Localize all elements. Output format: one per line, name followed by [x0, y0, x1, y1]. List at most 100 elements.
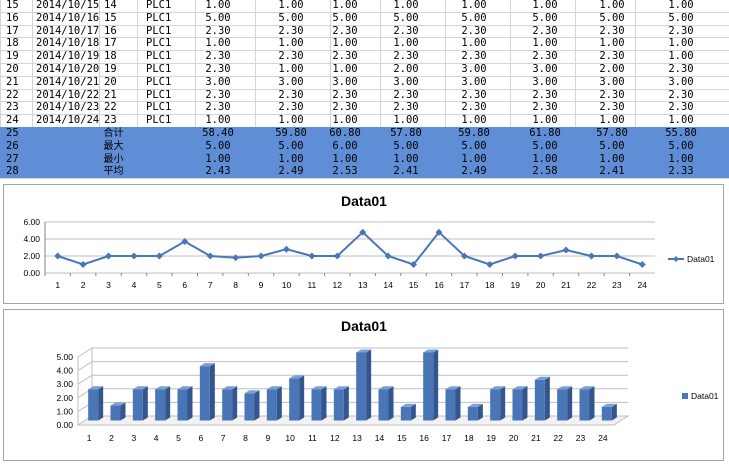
table-cell[interactable]: 2.00	[599, 63, 625, 75]
table-cell[interactable]: 3.00	[278, 75, 304, 88]
table-cell[interactable]: 3.00	[461, 75, 487, 88]
table-cell[interactable]: PLC1	[146, 63, 172, 75]
summary-row[interactable]: 28 平均 2.43 2.49 2.53 2.41 2.49 2.58 2.41 2.33	[0, 165, 729, 179]
table-cell[interactable]: 60.80	[329, 127, 361, 139]
table-cell[interactable]: 25	[6, 127, 19, 139]
table-cell[interactable]: 58.40	[202, 127, 234, 139]
table-cell[interactable]: 27	[6, 152, 19, 165]
table-cell[interactable]: 1.00	[461, 0, 487, 11]
table-cell[interactable]: 1.00	[461, 37, 487, 50]
table-cell[interactable]: 20	[104, 75, 117, 88]
table-row[interactable]: 19 2014/10/19 18 PLC1 2.30 2.30 2.30 2.30 2.30 2.…	[0, 50, 729, 63]
table-cell[interactable]: 19	[104, 63, 117, 75]
table-cell[interactable]: 2.30	[599, 101, 625, 114]
table-cell[interactable]: 3.00	[532, 63, 558, 75]
table-cell[interactable]: 2.30	[278, 50, 304, 63]
table-cell[interactable]: 15	[6, 0, 19, 11]
table-row[interactable]: 20 2014/10/20 19 PLC1 2.30 1.00 1.00 2.00 3.00 3.…	[0, 63, 729, 76]
table-cell[interactable]: 5.00	[461, 11, 487, 24]
table-cell[interactable]: 16	[104, 24, 117, 37]
table-cell[interactable]: 2.30	[393, 50, 419, 63]
table-cell[interactable]: 1.00	[668, 152, 694, 165]
table-cell[interactable]: 1.00	[332, 37, 358, 50]
line-chart-panel[interactable]: Data01 0.00 2.00 4.00 6.00 1 2 3 4 5 6 7 8 9 10 11 12 13 1…	[3, 184, 724, 304]
table-cell[interactable]: 2.30	[532, 50, 558, 63]
table-cell[interactable]: 1.00	[278, 152, 304, 165]
table-cell[interactable]: 2.58	[532, 165, 558, 178]
table-cell[interactable]: 1.00	[205, 0, 231, 11]
table-cell[interactable]: 5.00	[532, 11, 558, 24]
table-cell[interactable]: 2014/10/24	[36, 114, 100, 127]
table-cell[interactable]: 1.00	[393, 37, 419, 50]
table-cell[interactable]: 5.00	[278, 11, 304, 24]
table-cell[interactable]: 1.00	[332, 152, 358, 165]
table-cell[interactable]: 2.49	[461, 165, 487, 178]
summary-label[interactable]: 合计	[103, 128, 124, 139]
table-cell[interactable]: 5.00	[532, 139, 558, 152]
table-cell[interactable]: 1.00	[461, 152, 487, 165]
table-cell[interactable]: 2.30	[668, 24, 694, 37]
table-cell[interactable]: 14	[104, 0, 117, 11]
table-cell[interactable]: 2.30	[205, 24, 231, 37]
table-row[interactable]: 18 2014/10/18 17 PLC1 1.00 1.00 1.00 1.00 1.00 1.…	[0, 37, 729, 50]
table-cell[interactable]: 2014/10/17	[36, 24, 100, 37]
table-cell[interactable]: 59.80	[458, 127, 490, 139]
table-cell[interactable]: 22	[6, 88, 19, 101]
table-cell[interactable]: 1.00	[332, 114, 358, 127]
table-cell[interactable]: 6.00	[332, 139, 358, 152]
table-cell[interactable]: 1.00	[205, 37, 231, 50]
table-cell[interactable]: PLC1	[146, 0, 172, 11]
table-cell[interactable]: 1.00	[278, 37, 304, 50]
table-cell[interactable]: PLC1	[146, 114, 172, 127]
table-cell[interactable]: 2.30	[461, 88, 487, 101]
table-cell[interactable]: 5.00	[332, 11, 358, 24]
table-cell[interactable]: 22	[104, 101, 117, 114]
table-cell[interactable]: 2.30	[393, 24, 419, 37]
table-cell[interactable]: 20	[6, 63, 19, 75]
table-cell[interactable]: 19	[6, 50, 19, 63]
table-cell[interactable]: 59.80	[275, 127, 307, 139]
table-cell[interactable]: 2.49	[278, 165, 304, 178]
table-cell[interactable]: 1.00	[532, 152, 558, 165]
table-cell[interactable]: 2.30	[599, 88, 625, 101]
table-cell[interactable]: 24	[6, 114, 19, 127]
summary-row[interactable]: 25 合计 58.40 59.80 60.80 57.80 59.80 61.80 57.80 5…	[0, 127, 729, 140]
table-cell[interactable]: 18	[6, 37, 19, 50]
table-cell[interactable]: 1.00	[278, 114, 304, 127]
table-cell[interactable]: 1.00	[393, 0, 419, 11]
table-cell[interactable]: 2014/10/21	[36, 75, 100, 88]
table-cell[interactable]: 2.30	[532, 101, 558, 114]
table-cell[interactable]: 3.00	[393, 75, 419, 88]
table-cell[interactable]: 1.00	[599, 152, 625, 165]
table-cell[interactable]: 17	[6, 24, 19, 37]
table-cell[interactable]: 2.41	[599, 165, 625, 178]
table-cell[interactable]: 16	[6, 11, 19, 24]
table-cell[interactable]: 1.00	[668, 50, 694, 63]
table-cell[interactable]: 2014/10/23	[36, 101, 100, 114]
table-cell[interactable]: 2.30	[205, 50, 231, 63]
table-cell[interactable]: 2.30	[393, 88, 419, 101]
table-cell[interactable]: 28	[6, 165, 19, 178]
table-cell[interactable]: 1.00	[393, 114, 419, 127]
table-row[interactable]: 15 2014/10/15 14 PLC1 1.00 1.00 1.00 1.00 1.00 1.…	[0, 0, 729, 12]
table-row[interactable]: 16 2014/10/16 15 PLC1 5.00 5.00 5.00 5.00 5.00 5.…	[0, 12, 729, 25]
table-row[interactable]: 22 2014/10/22 21 PLC1 2.30 2.30 2.30 2.30 2.30 2.…	[0, 89, 729, 102]
table-cell[interactable]: 3.00	[461, 63, 487, 75]
table-cell[interactable]: 18	[104, 50, 117, 63]
table-cell[interactable]: 5.00	[393, 139, 419, 152]
table-cell[interactable]: 1.00	[332, 0, 358, 11]
table-cell[interactable]: 15	[104, 11, 117, 24]
table-cell[interactable]: 2.30	[461, 24, 487, 37]
table-cell[interactable]: 5.00	[393, 11, 419, 24]
table-cell[interactable]: 2.30	[205, 63, 231, 75]
table-cell[interactable]: 2.43	[205, 165, 231, 178]
table-cell[interactable]: 2014/10/22	[36, 88, 100, 101]
table-cell[interactable]: 2014/10/19	[36, 50, 100, 63]
table-cell[interactable]: 2.30	[668, 63, 694, 75]
table-cell[interactable]: 2.30	[532, 24, 558, 37]
table-cell[interactable]: 1.00	[461, 114, 487, 127]
table-cell[interactable]: 3.00	[205, 75, 231, 88]
table-cell[interactable]: 1.00	[393, 152, 419, 165]
table-cell[interactable]: 1.00	[668, 0, 694, 11]
